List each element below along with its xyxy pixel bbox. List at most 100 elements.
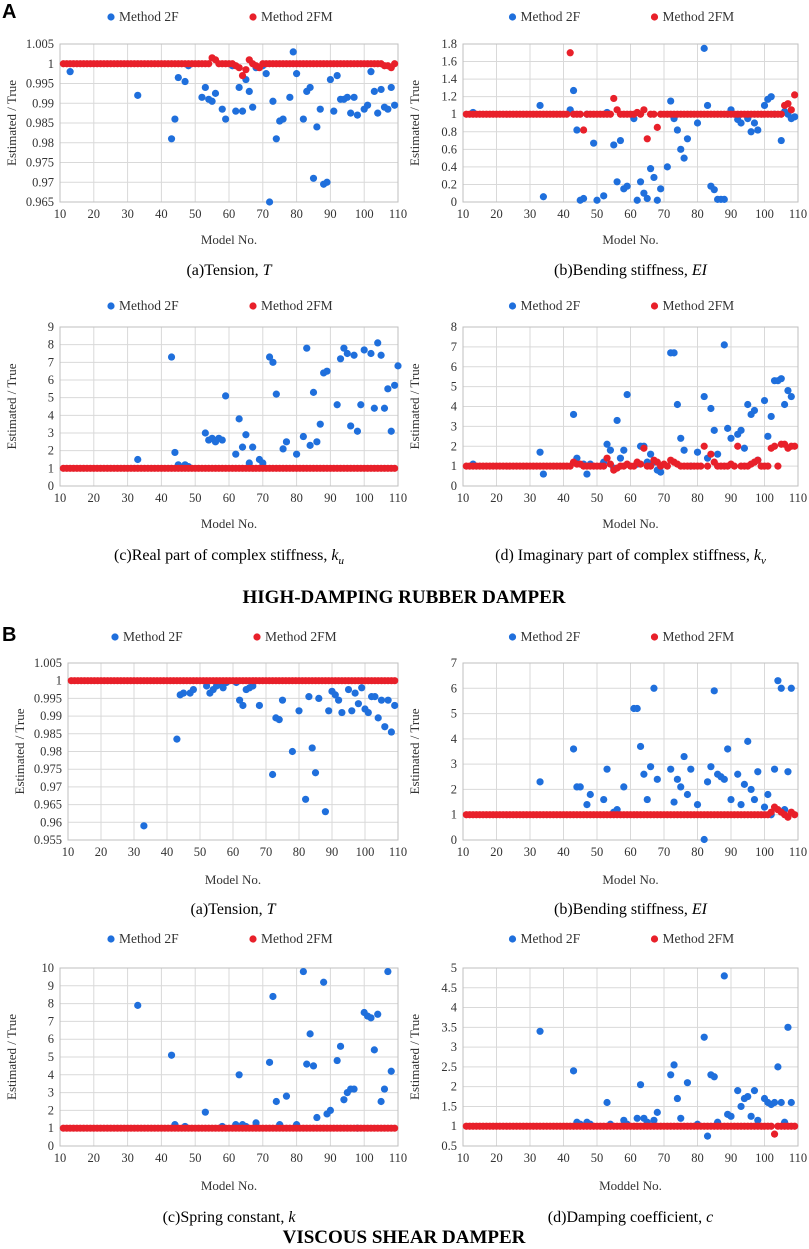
x-tick-label: 40: [155, 207, 168, 221]
point-method-2fm: [205, 60, 213, 68]
x-tick-label: 100: [355, 491, 374, 505]
x-tick-label: 50: [591, 491, 604, 505]
point-method-2f: [201, 429, 209, 437]
x-tick-label: 100: [356, 845, 375, 859]
point-method-2f: [754, 768, 762, 776]
x-tick-label: 20: [490, 1151, 503, 1165]
point-method-2f: [347, 422, 355, 430]
point-method-2f: [370, 1046, 378, 1054]
point-method-2fm: [576, 110, 584, 118]
point-method-2f: [279, 445, 287, 453]
plot-frame: [59, 43, 399, 203]
x-tick-label: 20: [490, 491, 503, 505]
x-tick-label: 100: [755, 845, 774, 859]
x-tick-label: 50: [189, 491, 202, 505]
x-tick-label: 70: [658, 491, 671, 505]
point-method-2fm: [663, 462, 671, 470]
y-tick-label: 0: [48, 479, 54, 493]
point-method-2f: [590, 139, 598, 147]
point-method-2fm: [767, 1122, 775, 1130]
y-tick-label: 10: [42, 961, 55, 975]
x-tick-label: 80: [293, 845, 306, 859]
point-method-2fm: [707, 450, 715, 458]
point-method-2f: [640, 770, 648, 778]
point-method-2f: [710, 1073, 718, 1081]
point-method-2f: [600, 192, 608, 200]
chart-A-c: 0 1 2 3 4 5 6 7 8 9 10 20 30 40 50 60 70 80 90 100 110 Model …: [4, 298, 407, 567]
y-tick-label: 5: [451, 707, 457, 721]
legend-marker-method-2f: [508, 633, 517, 641]
point-method-2f: [181, 77, 189, 86]
point-method-2f: [275, 716, 283, 724]
point-method-2f: [613, 416, 621, 425]
x-tick-label: 40: [557, 491, 570, 505]
point-method-2fm: [767, 808, 775, 816]
point-method-2f: [179, 689, 188, 697]
point-method-2f: [371, 693, 379, 701]
point-method-2f: [272, 1097, 280, 1106]
point-method-2f: [272, 390, 280, 398]
point-method-2f: [374, 339, 382, 347]
point-method-2f: [323, 367, 331, 375]
y-tick-label: 7: [451, 340, 457, 354]
point-method-2f: [620, 783, 628, 791]
point-method-2f: [381, 723, 389, 731]
point-method-2f: [171, 448, 179, 457]
y-axis-title: Estimated / True: [12, 708, 27, 794]
x-tick-label: 50: [591, 845, 604, 859]
y-tick-label: 1: [48, 461, 54, 475]
charts-container: 0.9650.970.9750.980.9850.990.99511.00510…: [4, 9, 807, 1226]
x-tick-label: 80: [691, 207, 704, 221]
point-method-2f: [569, 745, 578, 753]
legend-label-method-2f: Method 2F: [119, 931, 179, 946]
point-method-2fm: [791, 1122, 799, 1130]
point-method-2f: [744, 737, 752, 745]
point-method-2fm: [636, 460, 645, 468]
x-tick-label: 60: [624, 845, 637, 859]
point-method-2fm: [734, 442, 742, 450]
point-method-2fm: [791, 811, 799, 819]
legend-label-method-2f: Method 2F: [521, 629, 581, 644]
point-method-2f: [326, 1106, 334, 1114]
point-method-2f: [784, 1023, 792, 1031]
point-method-2f: [700, 835, 708, 844]
point-method-2fm: [600, 462, 608, 470]
point-method-2f: [313, 438, 321, 446]
x-tick-label: 90: [725, 491, 738, 505]
point-method-2f: [315, 694, 323, 703]
point-method-2f: [693, 119, 702, 127]
point-method-2f: [720, 775, 728, 783]
point-method-2f: [167, 1051, 176, 1059]
point-method-2f: [667, 97, 675, 105]
point-method-2f: [358, 684, 366, 692]
point-method-2fm: [787, 106, 795, 114]
point-method-2f: [269, 770, 277, 779]
point-method-2f: [573, 126, 581, 134]
point-method-2f: [764, 790, 772, 799]
point-method-2f: [173, 735, 181, 743]
y-tick-label: 0: [451, 479, 457, 493]
point-method-2f: [338, 708, 346, 717]
y-tick-label: 0.6: [441, 142, 457, 156]
point-method-2f: [348, 707, 356, 715]
point-method-2f: [201, 83, 209, 92]
point-method-2f: [350, 1085, 358, 1093]
point-method-2f: [306, 83, 314, 92]
point-method-2f: [760, 396, 769, 405]
point-method-2f: [288, 747, 296, 756]
y-tick-label: 7: [48, 355, 54, 369]
point-method-2fm: [764, 462, 772, 470]
x-tick-label: 70: [658, 1151, 671, 1165]
point-method-2f: [633, 704, 641, 713]
caption-symbol: EI: [691, 901, 708, 918]
point-method-2f: [203, 682, 211, 690]
x-tick-label: 80: [290, 207, 303, 221]
y-tick-label: 6: [451, 681, 457, 695]
y-tick-label: 1: [451, 107, 457, 121]
y-tick-label: 7: [451, 656, 457, 670]
y-tick-label: 1.5: [441, 1099, 457, 1113]
point-method-2f: [670, 349, 678, 357]
section-title-viscous: VISCOUS SHEAR DAMPER: [283, 1227, 526, 1248]
plot-frame: [67, 662, 399, 841]
y-tick-label: 1: [56, 674, 62, 688]
